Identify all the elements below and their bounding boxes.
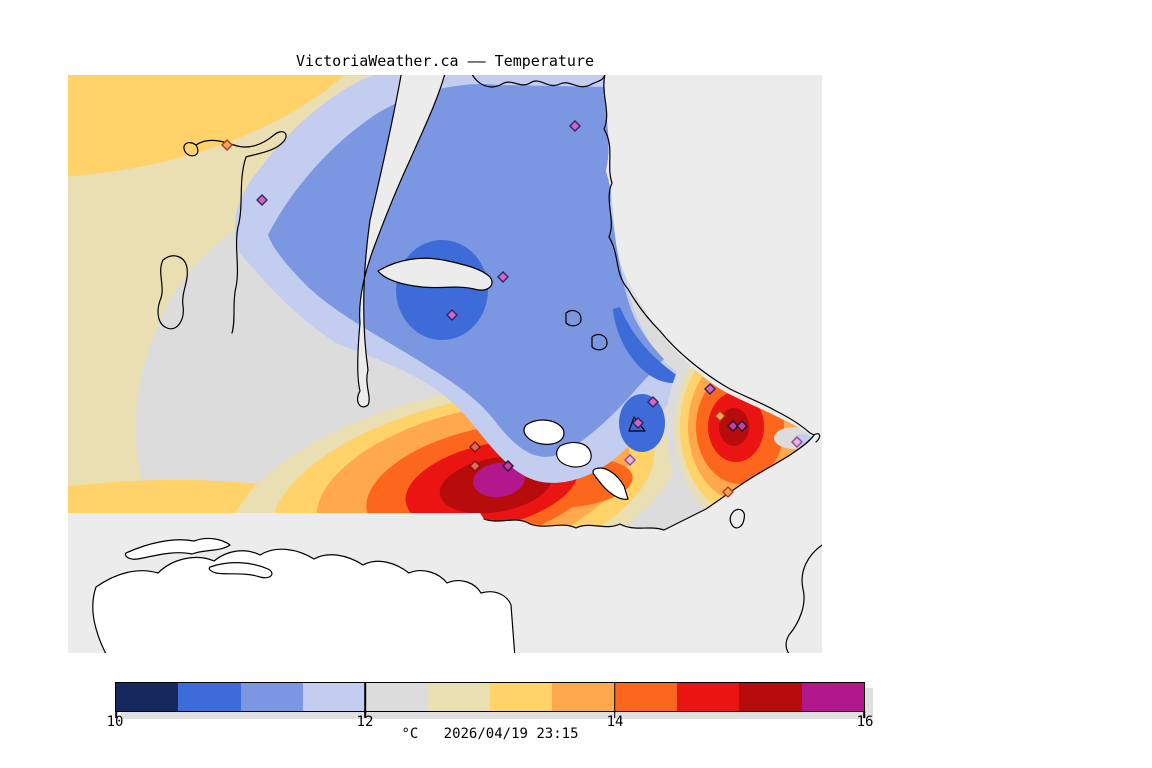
station-markers-group xyxy=(221,120,803,498)
station-marker xyxy=(722,486,734,498)
colorbar-segment xyxy=(116,683,179,711)
colorbar-segment xyxy=(801,683,864,711)
station-marker xyxy=(221,139,233,151)
station-marker xyxy=(469,441,481,453)
spit-land-2 xyxy=(208,562,273,579)
south-coast-line xyxy=(483,433,821,531)
inlet-arm-water xyxy=(377,257,493,291)
colorbar-segment xyxy=(552,683,615,711)
caption-gap xyxy=(418,726,443,742)
colorbar-tick-mark xyxy=(115,711,117,718)
colorbar-tick-line xyxy=(364,682,367,713)
lake-outline xyxy=(157,255,188,330)
station-marker xyxy=(624,454,636,466)
north-shore-line xyxy=(471,75,606,88)
station-marker xyxy=(647,396,659,408)
colorbar-segments xyxy=(116,683,864,711)
station-marker xyxy=(727,420,739,432)
east-coast-line xyxy=(603,75,815,436)
colorbar-tick-label: 16 xyxy=(856,714,874,730)
colorbar-segment xyxy=(739,683,802,711)
station-marker xyxy=(791,436,803,448)
page-title: VictoriaWeather.ca —— Temperature xyxy=(295,52,594,70)
temperature-map xyxy=(68,75,822,653)
saanich-inlet-water xyxy=(356,75,446,408)
colorbar-segment xyxy=(240,683,303,711)
colorbar-segment xyxy=(178,683,241,711)
nw-inlet-outline xyxy=(195,131,287,334)
spit-land-1 xyxy=(125,537,231,560)
colorbar-segment xyxy=(427,683,490,711)
station-marker xyxy=(704,383,716,395)
colorbar-tick-mark xyxy=(863,711,865,718)
station-marker xyxy=(469,460,481,472)
station-marker xyxy=(632,417,644,429)
colorbar-segment xyxy=(365,683,428,711)
station-marker xyxy=(736,420,748,432)
colorbar-tick-mark xyxy=(364,711,367,718)
datetime-label: 2026/04/19 23:15 xyxy=(443,726,579,742)
colorbar-segment xyxy=(489,683,553,711)
map-canvas xyxy=(68,75,822,653)
islet-outline-6 xyxy=(729,508,745,529)
island-white-3 xyxy=(592,467,629,500)
colorbar-tick-label: 12 xyxy=(356,714,374,730)
colorbar xyxy=(115,682,865,718)
station-marker xyxy=(714,410,726,422)
station-marker xyxy=(256,194,268,206)
colorbar-segment xyxy=(676,683,740,711)
unit-label: °C xyxy=(401,726,419,742)
colorbar-segment xyxy=(614,683,677,711)
station-marker xyxy=(502,460,514,472)
colorbar-tick-line xyxy=(613,682,616,713)
colorbar-tick-mark xyxy=(613,711,616,718)
island-white-2 xyxy=(556,441,592,468)
colorbar-tick-label: 10 xyxy=(106,714,124,730)
islet-outline-2 xyxy=(591,333,608,351)
olympic-peninsula-land xyxy=(92,548,516,653)
land-layer xyxy=(92,419,629,653)
right-edge-coast xyxy=(785,544,822,653)
island-white-1 xyxy=(523,419,565,445)
station-marker xyxy=(497,271,509,283)
station-marker xyxy=(446,309,458,321)
station-marker xyxy=(569,120,581,132)
colorbar-tick-label: 14 xyxy=(606,714,624,730)
colorbar-segment xyxy=(302,683,366,711)
nw-inlet-tip xyxy=(183,141,199,157)
islet-outline-1 xyxy=(565,309,582,327)
colorbar-caption: °C 2026/04/19 23:15 xyxy=(115,726,865,742)
